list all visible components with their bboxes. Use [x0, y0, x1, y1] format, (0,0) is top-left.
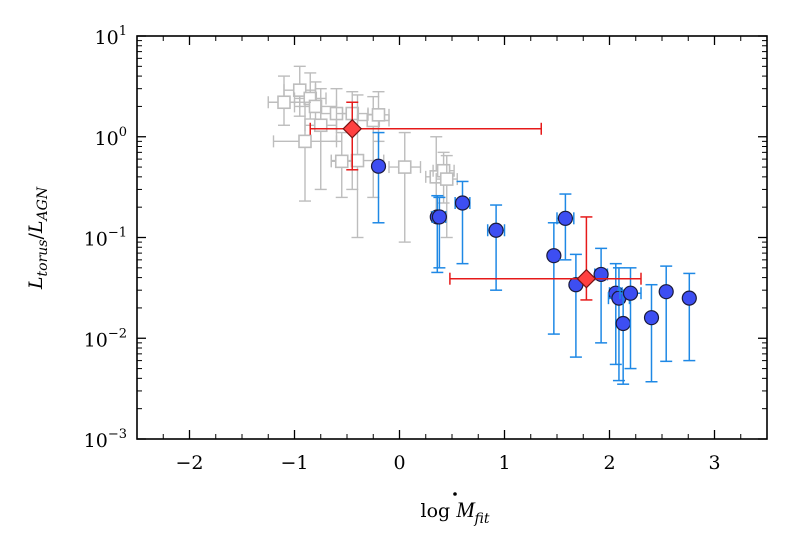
square-marker — [371, 108, 386, 122]
data-point — [593, 247, 609, 344]
data-point — [615, 289, 631, 385]
x-tick-label: 3 — [708, 452, 720, 474]
y-axis-label-sub2: AGN — [35, 186, 51, 222]
square-marker — [277, 95, 291, 110]
circle-marker — [681, 290, 697, 306]
plot-area — [267, 65, 697, 385]
data-point — [449, 216, 642, 301]
x-axis-label-symbol: M — [455, 497, 476, 522]
data-point — [370, 131, 387, 224]
circle-marker — [643, 310, 660, 326]
series-square — [267, 65, 458, 243]
square-marker — [350, 153, 365, 168]
square-marker — [334, 154, 349, 169]
data-point — [658, 265, 674, 363]
x-axis-label: log Mfit — [421, 497, 490, 527]
y-axis-label-L1: L — [25, 276, 47, 290]
ticks — [136, 35, 768, 440]
circle-marker — [546, 248, 562, 264]
x-tick-label: −1 — [280, 452, 308, 474]
data-point — [435, 154, 458, 239]
square-marker — [292, 83, 307, 97]
circle-marker — [615, 315, 631, 332]
x-tick-label: −2 — [175, 452, 203, 474]
data-point — [272, 101, 338, 202]
square-marker — [439, 172, 454, 186]
y-tick-label: 10−3 — [84, 427, 127, 452]
circle-marker — [370, 158, 387, 174]
y-tick-label: 101 — [95, 24, 127, 49]
series-diamond — [309, 101, 642, 301]
x-axis-label-log: log — [421, 500, 451, 522]
x-axis-label-dot — [453, 492, 457, 496]
diamond-marker — [342, 118, 363, 139]
x-axis-label-sub: fit — [474, 511, 490, 527]
data-point — [431, 196, 447, 269]
square-marker — [308, 99, 323, 114]
y-axis-label-L2: L — [25, 220, 47, 234]
y-tick-label: 100 — [95, 125, 127, 150]
y-tick-label: 10−1 — [84, 226, 127, 251]
data-point — [454, 180, 471, 265]
y-tick-label: 10−2 — [84, 326, 127, 351]
data-point — [330, 131, 353, 199]
data-point — [556, 193, 575, 261]
x-tick-label: 0 — [393, 452, 405, 474]
y-axis-label-slash: / — [25, 233, 47, 240]
data-point — [619, 267, 642, 370]
tick-labels: −2 −1 0 1 2 3 10−3 10−2 10−1 100 101 — [84, 24, 721, 474]
data-point — [388, 131, 422, 243]
circle-marker — [557, 210, 574, 226]
data-point — [429, 194, 445, 274]
circle-marker — [593, 266, 609, 283]
circle-marker — [658, 284, 674, 300]
circle-marker — [488, 222, 504, 238]
square-marker — [298, 134, 312, 149]
y-axis-label-sub1: torus — [35, 240, 51, 277]
circle-marker — [622, 285, 639, 301]
data-point — [643, 283, 660, 383]
y-axis-label: Ltorus/LAGN — [25, 186, 51, 290]
x-tick-label: 2 — [603, 452, 615, 474]
series-circle — [370, 131, 697, 385]
square-marker — [397, 160, 412, 174]
circle-marker — [454, 195, 471, 211]
data-point — [309, 101, 542, 171]
svg-text:Ltorus/LAGN: Ltorus/LAGN — [25, 186, 51, 290]
data-point — [568, 253, 584, 358]
data-point — [681, 272, 697, 362]
diamond-marker — [576, 268, 597, 289]
x-tick-label: 1 — [498, 452, 510, 474]
data-point — [486, 204, 506, 291]
circle-marker — [431, 209, 447, 225]
